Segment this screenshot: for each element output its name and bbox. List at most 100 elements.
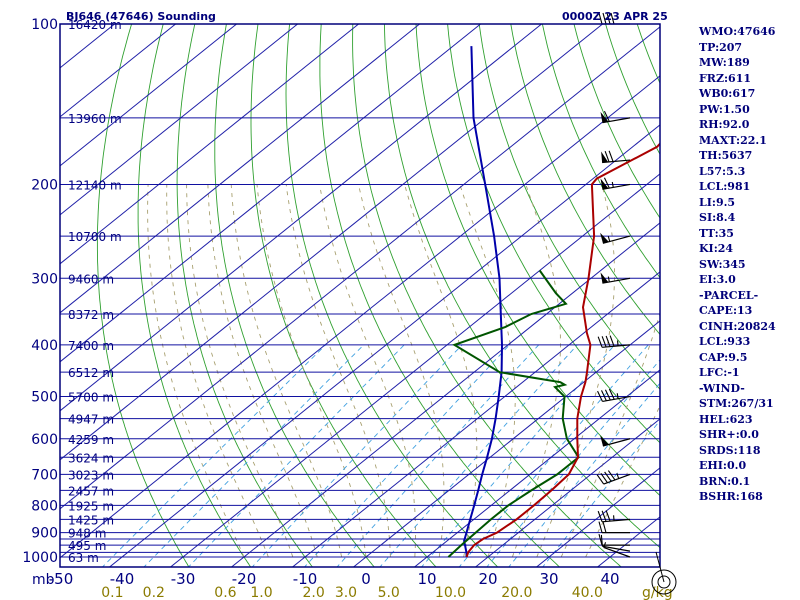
isotherm	[60, 24, 542, 412]
wind-barb	[600, 110, 631, 124]
temperature-label: 30	[539, 570, 558, 588]
barb-full	[598, 521, 603, 533]
barb-full	[600, 473, 608, 483]
stat-item: CAP:9.5	[699, 350, 748, 364]
stat-item: TT:35	[699, 226, 734, 240]
wind-barb	[597, 388, 631, 403]
barb-full	[607, 470, 616, 481]
barb-full	[602, 521, 607, 533]
pressure-label: 700	[31, 467, 58, 483]
moist-adiabat	[459, 184, 516, 558]
isotherm	[230, 222, 660, 567]
dry-adiabat	[352, 24, 622, 567]
stat-item: SRDS:118	[699, 443, 761, 457]
stat-item: LCL:981	[699, 180, 751, 193]
mixing-ratio-label: 0.6	[214, 585, 236, 600]
isotherm	[60, 24, 420, 314]
isotherm	[60, 24, 176, 118]
temperature-label: -10	[293, 570, 318, 588]
barb-pennant	[600, 178, 609, 190]
mixing-ratio-label: 1.0	[250, 585, 272, 600]
station-title: BJ646 (47646) Sounding	[66, 10, 216, 23]
pressure-label: 100	[31, 17, 58, 33]
barb-staff	[603, 546, 631, 558]
barb-pennant	[600, 435, 609, 447]
stat-item: STM:267/31	[699, 397, 774, 410]
temperature-label: 20	[478, 570, 497, 588]
barb-full	[606, 12, 611, 25]
barb-full	[609, 335, 615, 347]
wind-barb	[601, 150, 631, 164]
dry-adiabat	[250, 24, 437, 567]
isotherm	[60, 24, 603, 461]
pressure-label: 400	[31, 338, 58, 354]
moist-adiabat	[560, 311, 660, 558]
stat-item: WB0:617	[699, 87, 756, 100]
barb-staff	[602, 395, 631, 403]
mixing-ratio-line	[251, 344, 463, 567]
barb-full	[597, 510, 603, 523]
wind-barb-column	[596, 12, 631, 558]
pressure-label: 600	[31, 432, 58, 448]
mixing-ratio-line	[542, 419, 660, 567]
temperature-trace	[465, 142, 660, 558]
barb-half	[607, 236, 611, 242]
mixing-ratio-label: 20.0	[501, 585, 532, 600]
height-label: 6512 m	[68, 366, 114, 380]
mixing-ratio-label: 0.1	[101, 585, 123, 600]
mixing-ratio-line	[303, 344, 510, 567]
stat-item: CAPE:13	[699, 304, 753, 317]
pressure-unit-label: mb	[32, 572, 55, 588]
isotherm	[108, 124, 660, 567]
barb-pennant	[600, 111, 609, 123]
barb-full	[610, 12, 615, 25]
plot-frame	[59, 23, 661, 568]
stat-item: MAXT:22.1	[699, 133, 767, 147]
parcel-trace	[463, 46, 504, 558]
moist-adiabat	[256, 184, 367, 558]
moist-adiabat	[147, 184, 245, 558]
height-label: 1925 m	[68, 499, 114, 513]
stat-item: LFC:-1	[699, 366, 740, 379]
stat-item: RH:92.0	[699, 118, 750, 131]
barb-full	[601, 510, 607, 522]
barb-full	[604, 389, 611, 401]
barb-full	[603, 110, 610, 122]
stat-item: MW:189	[699, 56, 750, 69]
isotherm	[60, 24, 298, 216]
barb-half	[616, 393, 619, 399]
barb-full	[601, 336, 607, 348]
stat-item: BSHR:168	[699, 490, 763, 503]
wind-barb	[600, 435, 631, 447]
stat-item: L57:5.3	[699, 164, 746, 178]
mixing-ratio-line	[379, 344, 578, 567]
barb-full	[604, 151, 610, 163]
mixing-ratio-line	[508, 382, 660, 567]
stat-item: LI:9.5	[699, 195, 736, 209]
height-label: 9460 m	[68, 272, 114, 286]
height-label: 63 m	[68, 551, 99, 565]
pressure-label: 1000	[22, 550, 58, 566]
dewpoint-trace	[447, 269, 580, 558]
isotherm	[60, 75, 660, 559]
isotherm	[60, 24, 481, 363]
temperature-label: 10	[417, 570, 436, 588]
temperature-label: 0	[361, 570, 371, 588]
barb-full	[602, 12, 607, 25]
temperature-label: -40	[110, 570, 135, 588]
height-label: 495 m	[68, 539, 106, 553]
sounding-time: 0000Z 23 APR 25	[562, 10, 668, 23]
mixing-ratio-label: 40.0	[572, 585, 603, 600]
isotherm	[169, 173, 660, 567]
mixing-ratio-line	[101, 344, 327, 567]
barb-half	[616, 473, 620, 479]
height-label: 13960 m	[68, 112, 122, 126]
height-label: 8372 m	[68, 308, 114, 322]
pressure-label: 500	[31, 390, 58, 406]
dry-adiabat	[541, 24, 660, 279]
dry-adiabat	[214, 24, 375, 567]
mixing-ratio-line	[486, 359, 660, 567]
wind-barb	[596, 470, 631, 485]
